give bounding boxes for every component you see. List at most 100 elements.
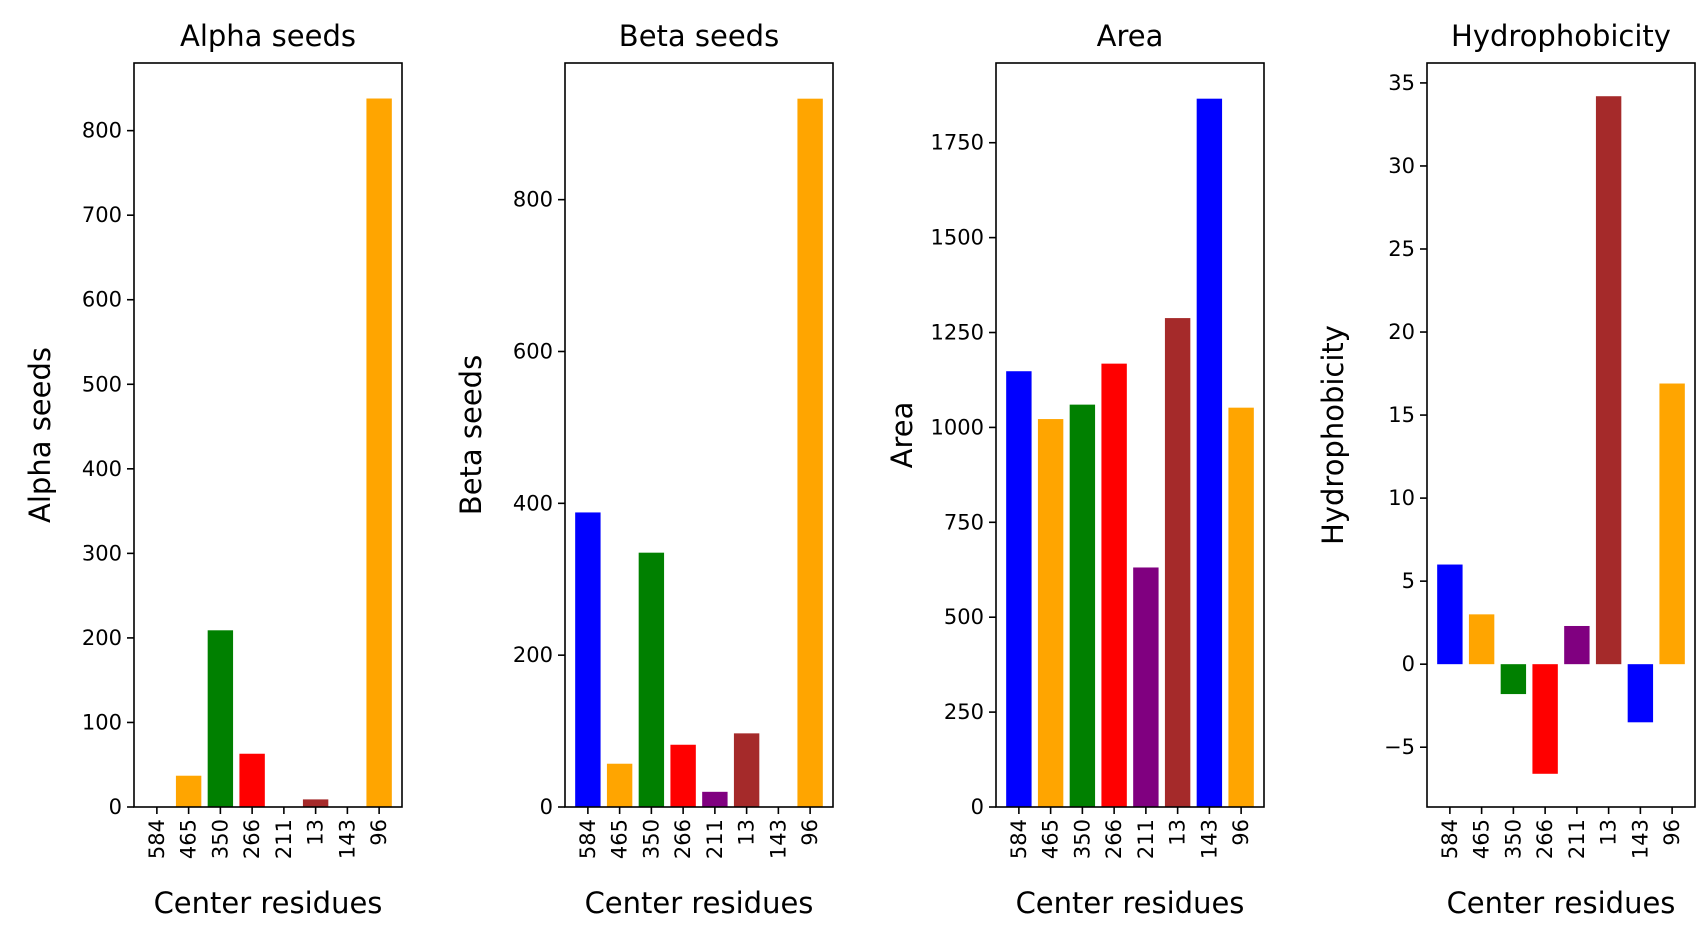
x-axis-label: Center residues (1447, 886, 1676, 920)
x-tick-label: 211 (703, 819, 727, 859)
y-axis-label: Hydrophobicity (1316, 325, 1350, 545)
chart-title: Alpha seeds (180, 19, 356, 53)
bar-266 (1532, 664, 1558, 774)
x-tick-label: 350 (1501, 819, 1525, 859)
y-tick-label: 250 (944, 700, 984, 724)
bar-350 (207, 630, 234, 807)
bar-96 (366, 98, 392, 807)
bar-13 (302, 799, 329, 807)
x-tick-label: 350 (208, 819, 232, 859)
chart-title: Area (1097, 19, 1164, 53)
y-axis-label: Beta seeds (454, 355, 488, 515)
y-tick-label: 1250 (931, 321, 984, 345)
x-tick-label: 211 (1134, 819, 1158, 859)
x-tick-label: 143 (1197, 819, 1221, 859)
bar-96 (1659, 383, 1685, 665)
axes-frame (133, 62, 403, 808)
bar-96 (797, 98, 823, 807)
y-tick-label: 750 (944, 510, 984, 534)
x-tick-label: 143 (335, 819, 359, 859)
chart-title: Beta seeds (619, 19, 779, 53)
x-tick-label: 584 (1438, 819, 1462, 859)
y-tick-label: 100 (82, 710, 122, 734)
y-tick-label: 25 (1388, 237, 1415, 261)
x-tick-label: 266 (240, 819, 264, 859)
bar-266 (239, 753, 265, 807)
y-tick-label: 800 (513, 188, 553, 212)
x-tick-label: 266 (671, 819, 695, 859)
y-tick-label: 1500 (931, 226, 984, 250)
bar-13 (1595, 96, 1622, 665)
x-tick-label: 350 (639, 819, 663, 859)
bar-584 (575, 512, 601, 807)
y-tick-label: 0 (971, 795, 984, 819)
axes-frame (564, 62, 834, 808)
x-tick-label: 584 (145, 819, 169, 859)
bar-350 (638, 552, 665, 807)
y-tick-label: 1750 (931, 131, 984, 155)
y-tick-label: 700 (82, 203, 122, 227)
x-tick-label: 211 (272, 819, 296, 859)
bar-13 (733, 733, 760, 807)
panel-area: 0 250 500 750 1000 1250 1500 1750 584 465 350 266 21… (885, 19, 1265, 920)
x-tick-label: 266 (1533, 819, 1557, 859)
x-tick-label: 13 (1166, 819, 1190, 846)
y-tick-label: 500 (944, 605, 984, 629)
y-tick-label: 500 (82, 372, 122, 396)
bar-350 (1500, 664, 1527, 695)
x-tick-label: 465 (177, 819, 201, 859)
x-tick-label: 13 (735, 819, 759, 846)
y-tick-label: 30 (1388, 154, 1415, 178)
x-tick-label: 266 (1102, 819, 1126, 859)
x-tick-label: 96 (798, 819, 822, 846)
x-tick-label: 584 (576, 819, 600, 859)
y-axis-label: Area (885, 402, 919, 469)
y-tick-label: 15 (1388, 403, 1415, 427)
panel-alpha-seeds: 0 100 200 300 400 500 600 700 800 584 465 350 266 211… (23, 19, 403, 920)
y-tick-label: 600 (513, 339, 553, 363)
x-tick-label: 96 (1229, 819, 1253, 846)
bar-13 (1164, 318, 1191, 807)
bar-584 (1437, 564, 1463, 665)
y-tick-label: 600 (82, 288, 122, 312)
y-tick-label: 1000 (931, 415, 984, 439)
x-tick-label: 465 (1470, 819, 1494, 859)
x-tick-label: 13 (304, 819, 328, 846)
x-tick-label: 143 (766, 819, 790, 859)
bar-465 (1468, 614, 1495, 665)
x-tick-label: 350 (1070, 819, 1094, 859)
y-tick-label: 20 (1388, 320, 1415, 344)
x-axis-label: Center residues (1016, 886, 1245, 920)
x-axis-label: Center residues (154, 886, 383, 920)
bar-584 (1006, 371, 1032, 807)
y-tick-label: 0 (540, 795, 553, 819)
y-tick-label: 400 (82, 457, 122, 481)
bar-266 (670, 744, 696, 807)
y-tick-label: 200 (513, 643, 553, 667)
bar-266 (1101, 363, 1127, 807)
bar-211 (702, 791, 728, 807)
y-tick-label: 35 (1388, 71, 1415, 95)
bar-143 (1196, 98, 1223, 807)
x-tick-label: 465 (1039, 819, 1063, 859)
bar-465 (1037, 419, 1064, 807)
bar-211 (1564, 625, 1590, 665)
bar-465 (606, 763, 633, 807)
x-tick-label: 13 (1597, 819, 1621, 846)
bar-211 (1133, 567, 1159, 807)
y-tick-label: 300 (82, 541, 122, 565)
panel-beta-seeds: 0 200 400 600 800 584 465 350 266 211 13 143 96 Beta … (454, 19, 834, 920)
y-axis-label: Alpha seeds (23, 347, 57, 523)
bar-350 (1069, 404, 1096, 807)
bar-465 (175, 775, 202, 807)
y-tick-label: 10 (1388, 486, 1415, 510)
axes-frame (995, 62, 1265, 808)
axes-frame (1426, 62, 1696, 808)
y-tick-label: −5 (1384, 735, 1415, 759)
y-tick-label: 400 (513, 491, 553, 515)
x-tick-label: 465 (608, 819, 632, 859)
chart-title: Hydrophobicity (1451, 19, 1671, 53)
y-tick-label: 0 (1402, 652, 1415, 676)
bar-143 (1627, 664, 1654, 723)
